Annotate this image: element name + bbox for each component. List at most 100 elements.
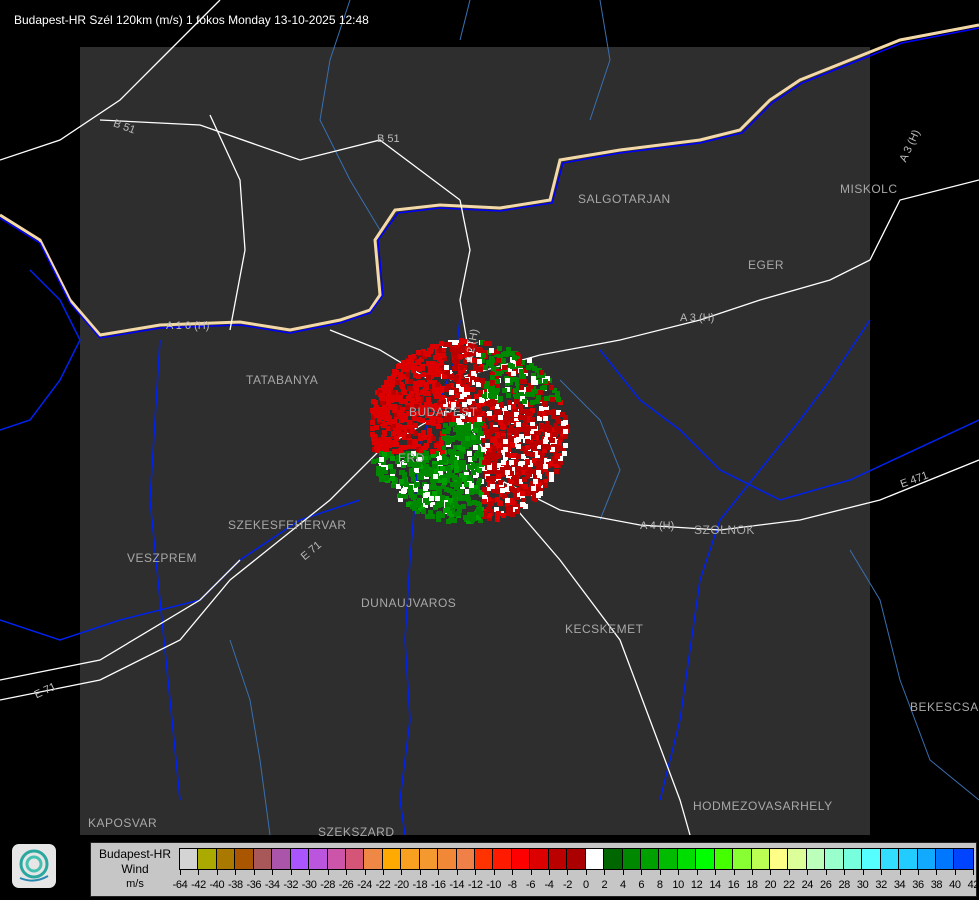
radar-echo-pixel [421, 459, 426, 464]
city-label: BUDAPEST [409, 405, 478, 419]
radar-echo-pixel [481, 383, 486, 388]
radar-echo-pixel [508, 351, 513, 356]
radar-echo-pixel [547, 428, 552, 433]
radar-echo-pixel [459, 428, 464, 433]
city-label: DUNAUJVAROS [361, 596, 457, 610]
radar-echo-pixel [376, 458, 381, 463]
radar-echo-pixel [432, 491, 437, 496]
legend-tick [770, 869, 772, 875]
radar-echo-pixel [473, 368, 478, 373]
radar-echo-pixel [450, 482, 455, 487]
radar-echo-pixel [426, 375, 431, 380]
radar-echo-pixel [466, 395, 471, 400]
radar-echo-pixel [486, 507, 491, 512]
radar-echo-pixel [380, 396, 385, 401]
radar-echo-pixel [416, 444, 421, 449]
radar-echo-pixel [424, 402, 429, 407]
radar-echo-pixel [536, 493, 541, 498]
radar-echo-pixel [482, 460, 487, 465]
radar-echo-pixel [522, 379, 527, 384]
radar-echo-pixel [514, 412, 519, 417]
radar-echo-pixel [475, 348, 480, 353]
radar-echo-pixel [495, 470, 500, 475]
legend-swatch [917, 849, 936, 869]
radar-echo-pixel [379, 446, 384, 451]
radar-echo-pixel [559, 446, 564, 451]
radar-echo-pixel [409, 457, 414, 462]
radar-echo-pixel [434, 403, 439, 408]
radar-echo-pixel [389, 398, 394, 403]
radar-echo-pixel [402, 445, 407, 450]
radar-echo-pixel [394, 442, 399, 447]
radar-echo-pixel [533, 393, 538, 398]
legend-tick-label: -24 [357, 879, 372, 891]
radar-echo-pixel [476, 352, 481, 357]
radar-echo-pixel [503, 447, 508, 452]
legend-tick [659, 869, 661, 875]
radar-echo-pixel [529, 363, 534, 368]
radar-echo-pixel [433, 505, 438, 510]
radar-echo-pixel [477, 450, 482, 455]
radar-echo-pixel [391, 469, 396, 474]
radar-echo-pixel [508, 373, 513, 378]
radar-echo-pixel [467, 501, 472, 506]
radar-echo-pixel [428, 434, 433, 439]
radar-echo-pixel [461, 398, 466, 403]
radar-echo-pixel [481, 353, 486, 358]
radar-echo-pixel [520, 491, 525, 496]
radar-echo-pixel [435, 382, 440, 387]
radar-echo-pixel [417, 472, 422, 477]
legend-tick [456, 869, 458, 875]
radar-echo-pixel [514, 394, 519, 399]
radar-echo-pixel [455, 393, 460, 398]
radar-echo-pixel [542, 385, 547, 390]
city-label: VESZPREM [127, 551, 198, 565]
legend-tick-label: -38 [227, 879, 243, 891]
radar-echo-pixel [421, 509, 426, 514]
radar-echo-pixel [445, 507, 450, 512]
radar-echo-pixel [461, 504, 466, 509]
radar-echo-pixel [463, 387, 468, 392]
radar-echo-pixel [486, 360, 491, 365]
radar-echo-pixel [436, 517, 441, 522]
radar-echo-pixel [466, 519, 471, 524]
radar-echo-pixel [477, 439, 482, 444]
radar-echo-pixel [466, 497, 471, 502]
radar-echo-pixel [427, 402, 432, 407]
radar-echo-pixel [505, 487, 510, 492]
legend-swatch [935, 849, 955, 869]
radar-echo-pixel [526, 491, 531, 496]
radar-echo-pixel [392, 419, 397, 424]
radar-echo-pixel [396, 364, 401, 369]
radar-echo-pixel [397, 392, 402, 397]
radar-echo-pixel [505, 417, 510, 422]
radar-echo-pixel [401, 367, 406, 372]
legend-swatch [843, 849, 863, 869]
legend-swatch [659, 849, 678, 869]
radar-echo-pixel [463, 515, 468, 520]
radar-echo-pixel [533, 479, 538, 484]
radar-echo-pixel [550, 397, 555, 402]
radar-echo-pixel [496, 463, 501, 468]
radar-echo-pixel [426, 397, 431, 402]
radar-echo-pixel [408, 485, 413, 490]
radar-echo-pixel [438, 471, 443, 476]
legend-tick-label: 18 [746, 879, 758, 891]
radar-echo-pixel [463, 433, 468, 438]
radar-echo-pixel [556, 397, 561, 402]
radar-echo-pixel [536, 395, 541, 400]
radar-echo-pixel [410, 472, 415, 477]
radar-echo-pixel [520, 446, 525, 451]
radar-echo-pixel [484, 429, 489, 434]
radar-echo-pixel [537, 416, 542, 421]
radar-echo-pixel [487, 341, 492, 346]
radar-echo-pixel [396, 455, 401, 460]
radar-echo-pixel [386, 389, 391, 394]
radar-echo-pixel [487, 465, 492, 470]
radar-echo-pixel [440, 513, 445, 518]
radar-echo-pixel [479, 462, 484, 467]
radar-echo-pixel [498, 420, 503, 425]
radar-echo-pixel [435, 502, 440, 507]
radar-echo-pixel [387, 420, 392, 425]
